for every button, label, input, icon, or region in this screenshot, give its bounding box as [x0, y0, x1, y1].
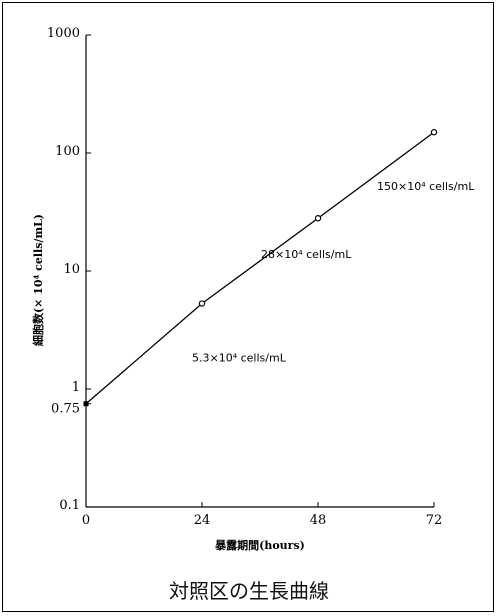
- y-tick-label: 100: [55, 144, 80, 159]
- chart-frame: [2, 2, 494, 612]
- data-point-marker: [430, 129, 438, 136]
- series-line: [85, 131, 435, 405]
- y-tick-label: 0.1: [59, 498, 80, 513]
- ticks: 0 24 48 72 0.1 0.75 1 10 100 1000: [47, 26, 442, 528]
- data-label: 28×10⁴ cells/mL: [261, 248, 352, 261]
- data-point-marker: [198, 300, 206, 307]
- y-tick-label: 1: [72, 380, 80, 395]
- data-point-marker: [83, 401, 89, 407]
- chart-caption: 対照区の生長曲線: [169, 579, 329, 603]
- series: [83, 129, 438, 407]
- data-label: 150×10⁴ cells/mL: [377, 180, 475, 193]
- x-tick-label: 24: [194, 513, 211, 528]
- y-tick-label: 0.75: [51, 402, 80, 417]
- x-tick-label: 0: [82, 513, 90, 528]
- axes: [85, 35, 434, 508]
- y-tick-label: 1000: [47, 26, 80, 41]
- y-axis-title: 細胞数(× 10⁴ cells/mL): [31, 214, 45, 346]
- x-axis-title: 暴露期間(hours): [214, 538, 305, 552]
- annotations: 5.3×10⁴ cells/mL 28×10⁴ cells/mL 150×10⁴ c…: [192, 180, 475, 364]
- data-point-marker: [314, 215, 322, 222]
- y-tick-label: 10: [63, 262, 80, 277]
- data-label: 5.3×10⁴ cells/mL: [192, 352, 287, 365]
- x-tick-label: 72: [426, 513, 443, 528]
- x-tick-label: 48: [310, 513, 327, 528]
